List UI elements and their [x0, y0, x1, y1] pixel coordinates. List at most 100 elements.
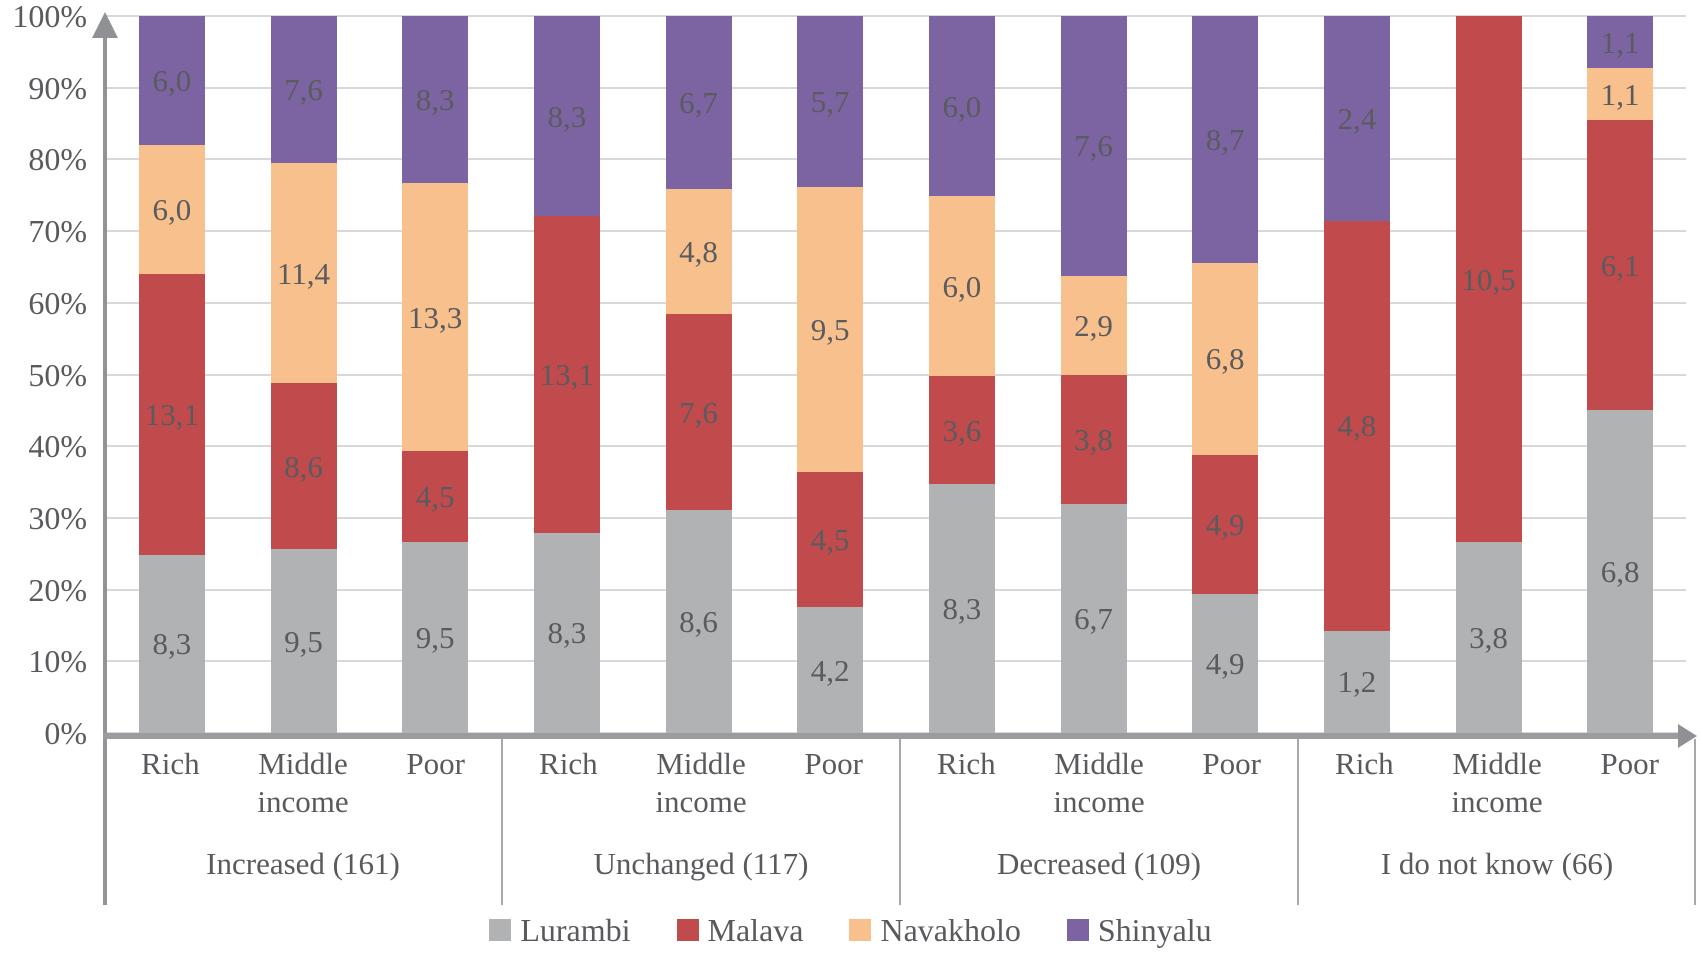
bar-segment-lurambi: 4,9	[1192, 594, 1259, 733]
segment-value-label: 8,7	[1205, 121, 1245, 157]
bar-segment-navakholo: 13,3	[402, 183, 469, 452]
segment-value-label: 6,0	[942, 268, 982, 304]
bar-segment-malava: 3,6	[928, 376, 995, 484]
y-axis-tick-label: 80%	[28, 141, 87, 178]
y-axis-tick-label: 30%	[28, 499, 87, 536]
bar-segment-malava: 4,8	[1323, 220, 1390, 631]
legend-swatch-shinyalu	[1066, 919, 1089, 941]
legend-label: Malava	[707, 912, 804, 948]
bar-segment-lurambi: 1,2	[1323, 630, 1390, 733]
stacked-bar: 9,5 4,5 13,3 8,3	[402, 16, 469, 733]
legend-item: Navakholo	[849, 914, 1021, 946]
bar-slot: 8,3 13,1 6,0 6,0	[106, 16, 238, 733]
bar-segment-navakholo: 2,9	[1060, 275, 1127, 375]
segment-value-label: 13,3	[408, 299, 463, 335]
category-label-slot: Rich	[502, 745, 635, 821]
bar-slot: 9,5 8,6 11,4 7,6	[238, 16, 370, 733]
segment-value-label: 13,1	[144, 396, 199, 432]
bar-segment-shinyalu: 6,0	[138, 16, 205, 145]
category-label-slot: Poor	[369, 745, 502, 821]
stacked-bar: 6,7 3,8 2,9 7,6	[1060, 16, 1127, 733]
bar-segment-shinyalu: 8,7	[1192, 16, 1259, 263]
stacked-bar: 4,2 4,5 9,5 5,7	[797, 16, 864, 733]
bar-slot: 8,3 3,6 6,0 6,0	[896, 16, 1028, 733]
y-axis-tick-label: 10%	[28, 643, 87, 680]
segment-value-label: 8,3	[152, 626, 192, 662]
bar-segment-lurambi: 4,2	[797, 607, 864, 733]
y-axis-tick-label: 70%	[28, 213, 87, 250]
y-axis-tick-label: 50%	[28, 356, 87, 393]
group-separator-line	[899, 739, 901, 905]
segment-value-label: 8,6	[679, 604, 718, 640]
segment-value-label: 2,9	[1074, 307, 1113, 343]
y-axis-tick-labels: 100% 90% 80% 70% 60% 50% 40% 30% 20% 10% 0%	[0, 0, 93, 749]
category-label: Middle income	[1451, 746, 1543, 819]
gridline	[106, 373, 1686, 376]
y-axis-tick-label: 100%	[12, 0, 87, 34]
bar-segment-lurambi: 8,3	[138, 554, 205, 733]
bar-segment-malava: 13,1	[138, 273, 205, 555]
bar-slot: 6,8 6,1 1,1 1,1	[1554, 16, 1686, 733]
segment-value-label: 4,8	[1337, 408, 1377, 444]
bar-segment-shinyalu: 6,0	[928, 16, 995, 196]
bar-segment-navakholo: 4,8	[665, 189, 732, 314]
gridline	[106, 516, 1686, 519]
axis-group-labels: Rich Middle income Poor Increased (161)	[104, 739, 502, 907]
group-label: Increased (161)	[206, 846, 400, 881]
bar-segment-lurambi: 3,8	[1455, 542, 1522, 733]
segment-value-label: 9,5	[810, 312, 850, 348]
bar-segment-malava: 8,6	[270, 383, 337, 550]
x-axis-line	[103, 733, 1680, 739]
bar-segment-shinyalu: 1,1	[1587, 16, 1654, 69]
segment-value-label: 13,1	[539, 357, 594, 393]
segment-value-label: 4,5	[415, 478, 455, 514]
bar-segment-navakholo: 9,5	[797, 187, 864, 473]
legend: Lurambi Malava Navakholo Shinyalu	[0, 914, 1701, 946]
segment-value-label: 8,3	[415, 82, 455, 118]
legend-swatch-malava	[676, 919, 699, 941]
stacked-bar: 8,3 13,1 8,3	[533, 16, 600, 733]
bar-segment-shinyalu: 8,3	[402, 16, 469, 184]
gridline	[106, 15, 1686, 17]
segment-value-label: 8,6	[284, 448, 323, 484]
legend-swatch-navakholo	[849, 919, 872, 941]
segment-value-label: 6,0	[942, 88, 982, 124]
segment-value-label: 11,4	[276, 255, 331, 291]
segment-value-label: 7,6	[1074, 128, 1113, 164]
legend-label: Shinyalu	[1097, 912, 1212, 948]
bar-slot: 3,8 10,5	[1423, 16, 1555, 733]
category-label: Rich	[1335, 746, 1394, 781]
category-label: Middle income	[257, 746, 349, 819]
segment-value-label: 4,5	[810, 522, 850, 557]
category-label-slot: Middle income	[1431, 745, 1564, 821]
stacked-bar: 8,3 13,1 6,0 6,0	[138, 16, 205, 733]
category-label: Poor	[406, 746, 465, 781]
category-label-slot: Poor	[1563, 745, 1696, 821]
bar-segment-lurambi: 8,3	[533, 532, 600, 733]
stacked-bar: 3,8 10,5	[1455, 16, 1522, 733]
category-label: Middle income	[655, 746, 747, 819]
y-axis-tick-label: 40%	[28, 428, 87, 465]
bar-slot: 1,2 4,8 2,4	[1291, 16, 1423, 733]
category-label-row: Rich Middle income Poor	[502, 739, 900, 821]
bar-segment-malava: 10,5	[1455, 16, 1522, 543]
category-label-slot: Poor	[1165, 745, 1298, 821]
bar-segment-navakholo: 11,4	[270, 162, 337, 384]
bar-group: 8,3 13,1 8,3 8,6 7,6 4,8 6,7 4,2 4,5 9,5 5,7	[501, 16, 896, 733]
segment-value-label: 4,2	[810, 652, 850, 688]
group-separator-line	[501, 739, 503, 905]
category-label-slot: Middle income	[237, 745, 370, 821]
axis-group-labels: Rich Middle income Poor Unchanged (117)	[502, 739, 900, 907]
segment-value-label: 5,7	[810, 84, 850, 120]
segment-value-label: 3,8	[1469, 620, 1508, 656]
segment-value-label: 8,3	[547, 98, 587, 134]
legend-item: Shinyalu	[1066, 912, 1212, 948]
category-label: Rich	[539, 746, 598, 781]
bar-segment-lurambi: 8,3	[928, 484, 995, 733]
x-axis-label-area: Rich Middle income Poor Increased (161) Rich…	[104, 739, 1696, 907]
bar-group: 8,3 3,6 6,0 6,0 6,7 3,8 2,9 7,6 4,9 4,9 6,8 8,7	[896, 16, 1291, 733]
group-label: I do not know (66)	[1380, 846, 1614, 881]
category-label: Middle income	[1053, 746, 1145, 819]
segment-value-label: 1,1	[1600, 24, 1640, 60]
